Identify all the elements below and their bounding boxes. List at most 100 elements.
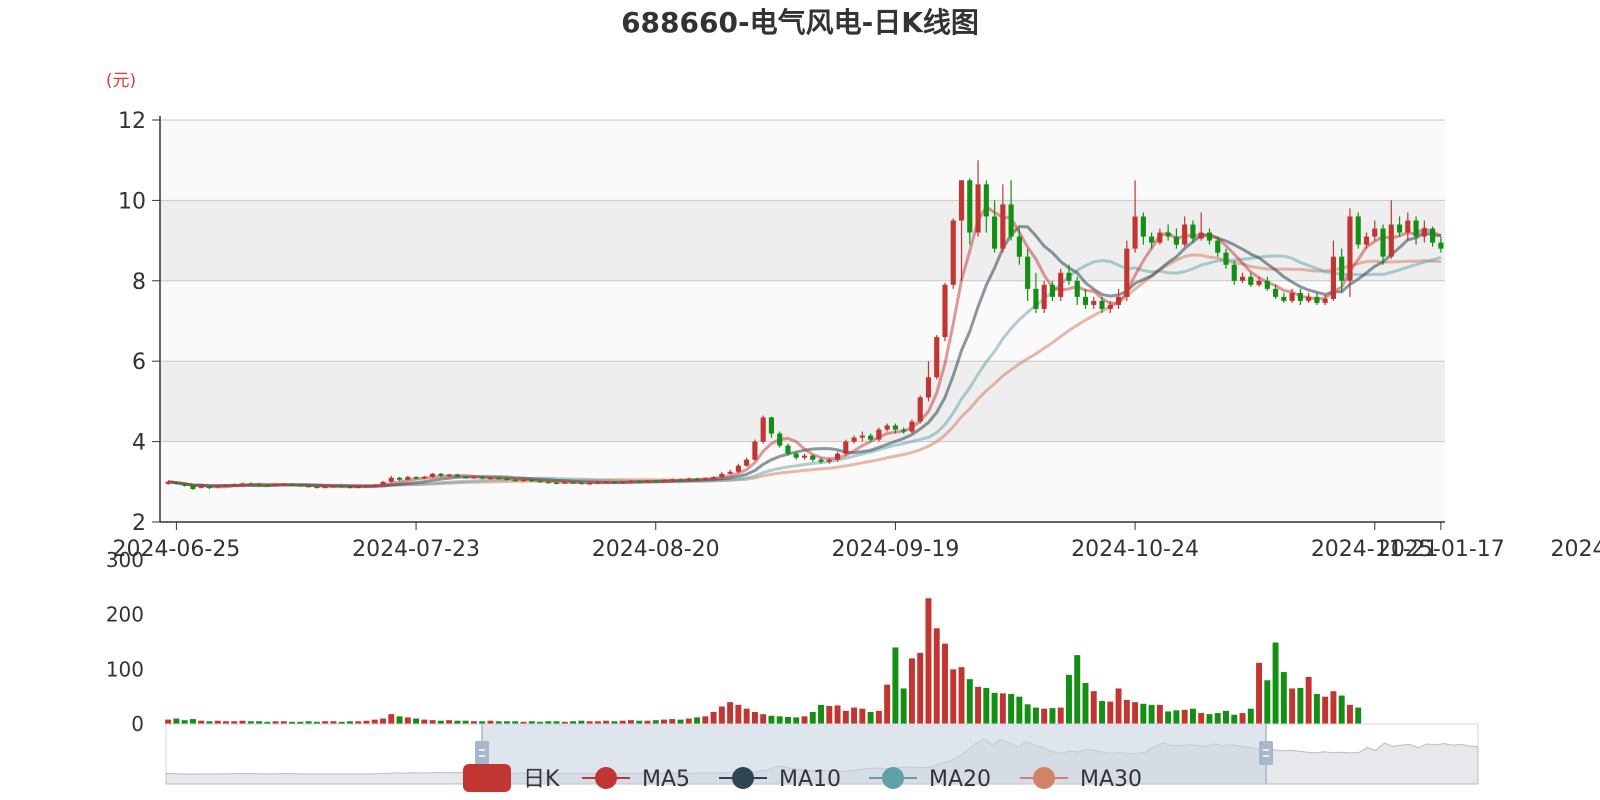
candle-body	[446, 474, 452, 477]
volume-bar	[1165, 711, 1172, 724]
candle-body	[1058, 272, 1064, 297]
volume-bar	[421, 719, 428, 724]
legend-label: MA20	[929, 767, 991, 792]
volume-bar	[983, 687, 990, 724]
volume-bar	[603, 720, 610, 724]
volume-bar	[462, 720, 469, 724]
x-tick-label: 2024-07-23	[352, 537, 480, 562]
volume-bar	[380, 718, 386, 724]
volume-bar	[809, 711, 816, 724]
candle-body	[917, 397, 923, 422]
volume-bar	[760, 714, 767, 724]
volume-bar	[1090, 691, 1097, 724]
volume-bar	[322, 721, 329, 724]
candle-body	[363, 485, 370, 488]
candle-body	[215, 485, 221, 488]
candle-body	[1115, 296, 1122, 305]
candle-body	[669, 479, 675, 481]
volume-bar	[743, 708, 750, 724]
volume-bar	[355, 721, 362, 724]
candle-body	[1016, 236, 1022, 257]
candle-body	[388, 477, 394, 482]
candle-body	[752, 441, 758, 460]
volume-bar	[1032, 707, 1039, 724]
candle-body	[851, 437, 857, 442]
volume-bar	[1008, 693, 1015, 724]
candle-body	[760, 417, 766, 442]
volume-bar	[454, 720, 461, 724]
candle-body	[735, 465, 741, 472]
candle-body	[686, 478, 692, 481]
volume-bar	[264, 721, 271, 724]
candle-body	[1281, 296, 1287, 301]
volume-bar	[1057, 707, 1064, 724]
candle-body	[727, 471, 733, 474]
candle-body	[1248, 276, 1254, 285]
volume-bar	[958, 667, 965, 724]
x-tick-label: 2024-06-25	[112, 537, 240, 562]
candle-body	[1273, 288, 1279, 297]
volume-bar	[495, 721, 502, 724]
legend-label: MA5	[642, 767, 690, 792]
volume-bar	[652, 720, 659, 724]
candle-body	[859, 435, 865, 438]
volume-bar	[1214, 713, 1221, 724]
plot-band	[160, 441, 1445, 522]
candle-body	[1074, 280, 1080, 297]
y-axis-unit: (元)	[106, 71, 136, 91]
candle-body	[1157, 232, 1163, 243]
volume-bar	[363, 720, 370, 724]
candle-body	[487, 477, 494, 480]
volume-bar	[677, 719, 684, 724]
candle-body	[1182, 224, 1188, 245]
volume-bar	[388, 714, 395, 724]
volume-bar	[611, 721, 618, 724]
candle-body	[1322, 298, 1328, 303]
chart-legend: 日K MA5 MA10 MA20 MA30	[463, 764, 1142, 792]
plot-band	[160, 361, 1445, 442]
volume-bar	[685, 718, 692, 724]
chart-title: 688660-电气风电-日K线图	[621, 6, 979, 39]
volume-bar	[396, 716, 403, 724]
candle-body	[744, 459, 750, 466]
volume-bar	[908, 658, 915, 724]
candle-body	[421, 476, 427, 479]
candle-body	[554, 482, 560, 485]
volume-bar	[1181, 709, 1188, 724]
volume-bar	[545, 721, 552, 724]
candle-body	[1165, 232, 1171, 237]
volume-bar	[1247, 708, 1254, 724]
candle-body	[620, 481, 626, 484]
candle-body	[925, 377, 932, 398]
candle-body	[545, 481, 551, 484]
volume-bar	[594, 721, 601, 724]
volume-bar	[1305, 676, 1312, 724]
volume-bar	[1065, 674, 1072, 724]
volume-bar	[1148, 704, 1155, 724]
candle-body	[884, 425, 890, 430]
volume-bar	[1272, 642, 1279, 724]
candle-body	[562, 482, 568, 484]
volume-bar	[1264, 680, 1271, 724]
candle-body	[256, 483, 262, 486]
candle-body	[1413, 220, 1419, 237]
volume-bar	[173, 718, 180, 724]
candle-body	[636, 480, 642, 483]
candle-body	[479, 476, 485, 479]
volume-bar	[487, 720, 494, 724]
candle-body	[1215, 240, 1221, 253]
candle-body	[719, 473, 725, 477]
volume-bar	[875, 710, 882, 724]
volume-bar	[950, 669, 957, 724]
volume-bar	[1074, 655, 1081, 724]
candle-body	[504, 478, 510, 481]
candle-body	[1306, 296, 1312, 301]
candle-body	[1421, 228, 1427, 237]
legend-swatch-candle	[463, 764, 511, 792]
candle-body	[396, 477, 403, 480]
candle-body	[1049, 284, 1055, 297]
candle-body	[992, 216, 998, 249]
candle-body	[834, 453, 841, 460]
candle-body	[231, 484, 237, 486]
ma5-line	[167, 205, 1442, 489]
